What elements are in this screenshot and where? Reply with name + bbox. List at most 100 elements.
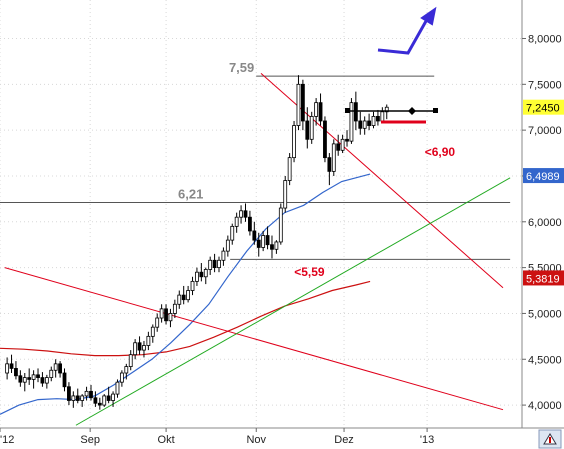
y-tick-label: 4,5000 [528, 354, 562, 366]
price-badge-label: 6,4989 [526, 171, 560, 183]
trend-line [4, 267, 504, 411]
candle-body [67, 386, 71, 401]
candle-body [252, 230, 257, 241]
candle-body [190, 280, 195, 291]
candle-body [115, 381, 120, 395]
candle-body [278, 207, 283, 243]
candle-body [265, 235, 270, 246]
level-label: 7,59 [229, 60, 254, 75]
candle-body [177, 294, 182, 305]
candle-body [181, 294, 186, 301]
y-axis-panel [522, 0, 564, 449]
candle-body [203, 269, 208, 278]
candle-body [296, 83, 301, 126]
candle-body [248, 216, 252, 232]
blue-arrow-annotation [377, 13, 432, 55]
y-tick-label: 7,0000 [528, 125, 562, 137]
y-tick-label: 7,5000 [528, 79, 562, 91]
projection-marker-end [433, 108, 438, 113]
x-tick-label: '13 [420, 434, 434, 446]
candle-body [380, 111, 385, 122]
candle-body [199, 271, 204, 278]
candle-body [195, 271, 199, 282]
candle-body [137, 342, 142, 351]
price-badge-label: 7,2450 [526, 103, 560, 115]
level-label: 6,21 [178, 187, 203, 202]
target-label: <5,59 [294, 265, 325, 279]
candle-body [62, 372, 67, 388]
price-badge [523, 270, 564, 286]
plot-area [0, 0, 522, 428]
candle-body [292, 125, 296, 159]
x-tick-label: Dez [334, 434, 354, 446]
candle-body [71, 395, 76, 401]
candle-body [142, 345, 146, 351]
candle-body [208, 259, 213, 270]
x-tick-label: Sep [80, 434, 100, 446]
candle-body [331, 143, 336, 172]
candle-body [336, 143, 341, 151]
trend-line [75, 177, 511, 426]
target-label: <6,90 [425, 145, 456, 159]
price-badge-label: 5,3819 [526, 273, 560, 285]
candle-body [340, 138, 345, 151]
candle-body [5, 363, 10, 374]
candle-body [102, 395, 107, 406]
candle-body [31, 374, 36, 380]
candle-body [270, 244, 274, 250]
candle-body [234, 216, 239, 227]
candle-body [111, 393, 115, 401]
candle-body [300, 83, 305, 122]
candle-body [14, 368, 18, 377]
candle-body [150, 326, 155, 337]
candle-body [146, 335, 151, 346]
arrow-up-icon[interactable] [538, 429, 562, 449]
candle-body [97, 402, 102, 406]
candle-body [9, 363, 14, 369]
candle-body [309, 115, 314, 140]
candle-body [106, 395, 111, 401]
y-tick-label: 5,0000 [528, 308, 562, 320]
candle-body [243, 210, 248, 218]
candle-body [225, 239, 230, 252]
candle-body [323, 120, 327, 159]
candle-body [36, 374, 40, 378]
candle-body [371, 115, 376, 126]
candle-body [230, 225, 235, 241]
price-badge [523, 168, 564, 184]
moving-average-line [0, 280, 371, 357]
candle-body [128, 354, 133, 367]
moving-average-line [0, 173, 371, 415]
candle-body [314, 102, 319, 117]
candle-body [305, 120, 310, 140]
candle-body [53, 363, 58, 371]
x-tick-label: Okt [158, 434, 175, 446]
candle-body [58, 363, 62, 374]
candle-body [186, 290, 191, 301]
candle-body [93, 397, 98, 404]
x-tick-label: Nov [246, 434, 266, 446]
candle-body [358, 120, 363, 129]
candle-body [80, 395, 85, 401]
candle-body [217, 259, 221, 269]
candle-body [172, 303, 177, 314]
candle-body [18, 375, 23, 383]
candle-body [239, 210, 243, 218]
candle-body [155, 317, 160, 328]
candle-body [384, 106, 389, 113]
candle-body [212, 259, 217, 269]
candle-body [367, 120, 371, 126]
candle-body [318, 102, 323, 122]
candle-body [283, 180, 288, 209]
y-tick-label: 6,0000 [528, 217, 562, 229]
candle-body [159, 308, 164, 319]
candle-body [119, 372, 124, 383]
blue-arrowhead [420, 6, 437, 26]
price-badge [523, 99, 564, 115]
candle-body [221, 250, 226, 261]
candle-body [75, 395, 80, 401]
candle-body [168, 313, 173, 322]
candle-body [287, 157, 292, 181]
candle-body [164, 308, 168, 322]
